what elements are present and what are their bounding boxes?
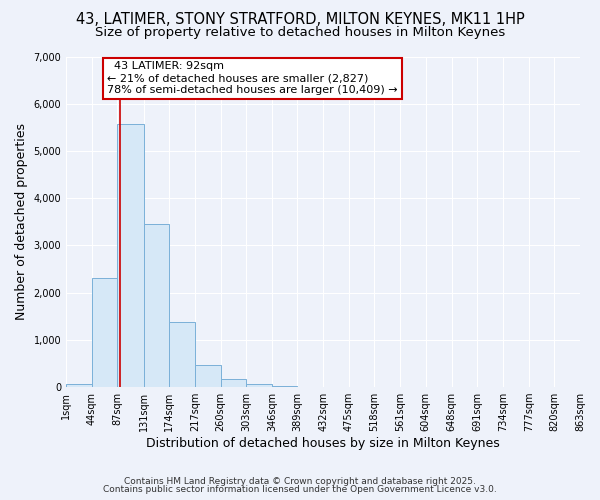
Bar bbox=[143, 224, 169, 387]
Bar bbox=[118, 124, 143, 387]
X-axis label: Distribution of detached houses by size in Milton Keynes: Distribution of detached houses by size … bbox=[146, 437, 500, 450]
Text: Size of property relative to detached houses in Milton Keynes: Size of property relative to detached ho… bbox=[95, 26, 505, 39]
Text: 43, LATIMER, STONY STRATFORD, MILTON KEYNES, MK11 1HP: 43, LATIMER, STONY STRATFORD, MILTON KEY… bbox=[76, 12, 524, 28]
Y-axis label: Number of detached properties: Number of detached properties bbox=[15, 124, 28, 320]
Text: Contains HM Land Registry data © Crown copyright and database right 2025.: Contains HM Land Registry data © Crown c… bbox=[124, 477, 476, 486]
Bar bbox=[169, 322, 195, 387]
Bar bbox=[221, 380, 246, 387]
Bar bbox=[66, 384, 92, 387]
Bar bbox=[246, 384, 272, 387]
Text: 43 LATIMER: 92sqm  
← 21% of detached houses are smaller (2,827)
78% of semi-det: 43 LATIMER: 92sqm ← 21% of detached hous… bbox=[107, 62, 398, 94]
Text: Contains public sector information licensed under the Open Government Licence v3: Contains public sector information licen… bbox=[103, 485, 497, 494]
Bar bbox=[195, 366, 221, 387]
Bar bbox=[272, 386, 298, 387]
Bar bbox=[92, 278, 118, 387]
